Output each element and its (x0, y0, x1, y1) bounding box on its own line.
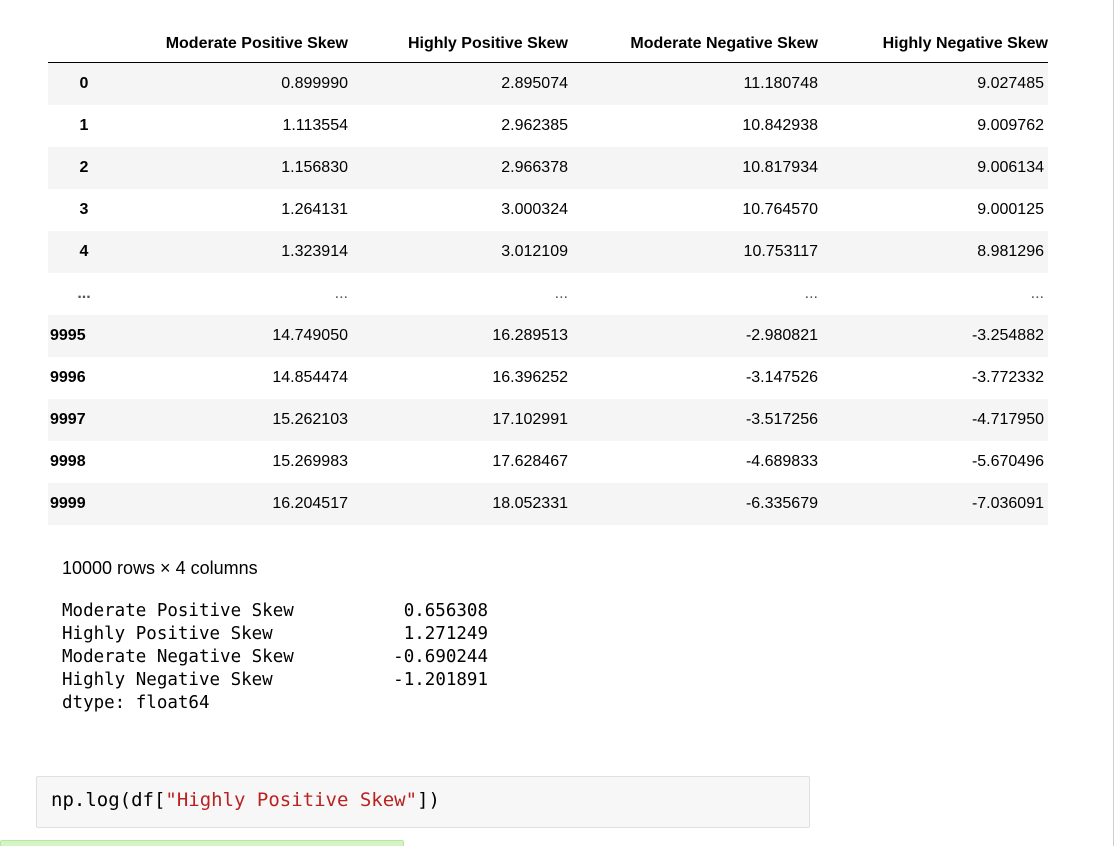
table-cell: 17.102991 (492, 411, 568, 428)
table-cell: -4.717950 (971, 411, 1044, 428)
table-cell: 8.981296 (977, 243, 1044, 260)
table-cell: 16.396252 (492, 369, 568, 386)
column-header: Highly Negative Skew (818, 26, 1048, 63)
index-header (48, 26, 120, 63)
table-cell: 14.854474 (272, 369, 348, 386)
table-cell: 14.749050 (272, 327, 348, 344)
code-line[interactable]: np.log(df["Highly Positive Skew"]) (51, 789, 440, 811)
table-cell: ... (334, 285, 348, 302)
row-index: 3 (79, 201, 89, 218)
table-cell: 17.628467 (492, 453, 568, 470)
series-value: -0.690244 (393, 647, 488, 667)
series-label: Moderate Positive Skew (62, 601, 294, 621)
table-cell: ... (1030, 285, 1044, 302)
series-label: Highly Positive Skew (62, 624, 273, 644)
row-index: 9996 (50, 369, 86, 386)
table-cell: 10.753117 (743, 243, 818, 260)
table-cell: -3.147526 (745, 369, 818, 386)
table-row: 3 1.264131 3.000324 10.764570 9.000125 (48, 189, 1048, 231)
table-row: 2 1.156830 2.966378 10.817934 9.006134 (48, 147, 1048, 189)
table-cell: -3.772332 (971, 369, 1044, 386)
row-index: 0 (79, 75, 89, 92)
table-cell: 3.000324 (501, 201, 568, 218)
table-cell: 10.817934 (742, 159, 818, 176)
code-string: "Highly Positive Skew" (165, 789, 418, 811)
table-cell: 9.009762 (977, 117, 1044, 134)
running-indicator (0, 840, 404, 846)
row-index: ... (77, 285, 91, 302)
table-cell: 1.264131 (281, 201, 348, 218)
table-cell: -6.335679 (745, 495, 818, 512)
table-cell: 18.052331 (492, 495, 568, 512)
table-row: 1 1.113554 2.962385 10.842938 9.009762 (48, 105, 1048, 147)
table-cell: 16.204517 (272, 495, 348, 512)
dataframe-shape: 10000 rows × 4 columns (62, 558, 258, 578)
table-cell: ... (554, 285, 568, 302)
table-cell: -2.980821 (745, 327, 818, 344)
table-cell: -5.670496 (971, 453, 1044, 470)
series-line: Highly Positive Skew 1.271249 (62, 623, 488, 646)
series-line: Moderate Positive Skew 0.656308 (62, 600, 488, 623)
series-value: 1.271249 (403, 624, 488, 644)
table-cell: 15.262103 (272, 411, 348, 428)
table-row: 9999 16.204517 18.052331 -6.335679 -7.036091 (48, 483, 1048, 525)
row-index: 9995 (50, 327, 86, 344)
dataframe-table: Moderate Positive Skew Highly Positive S… (48, 26, 1048, 525)
series-line: Moderate Negative Skew -0.690244 (62, 646, 488, 669)
table-cell: -7.036091 (971, 495, 1044, 512)
table-cell: 1.113554 (282, 117, 348, 134)
table-cell: -3.254882 (971, 327, 1044, 344)
table-row: ............... (48, 273, 1048, 315)
series-label: Highly Negative Skew (62, 670, 273, 690)
table-cell: 9.000125 (977, 201, 1044, 218)
table-cell: 9.006134 (977, 159, 1044, 176)
table-cell: 10.764570 (742, 201, 818, 218)
table-cell: 10.842938 (742, 117, 818, 134)
column-header: Highly Positive Skew (348, 26, 568, 63)
table-header-row: Moderate Positive Skew Highly Positive S… (48, 26, 1048, 63)
row-index: 1 (79, 117, 89, 134)
column-header: Moderate Negative Skew (568, 26, 818, 63)
series-output: Moderate Positive Skew 0.656308 Highly Pos… (62, 600, 488, 715)
table-cell: 3.012109 (501, 243, 568, 260)
table-row: 9997 15.262103 17.102991 -3.517256 -4.717950 (48, 399, 1048, 441)
row-index: 4 (79, 243, 89, 260)
row-index: 9998 (50, 453, 86, 470)
table-cell: 2.962385 (501, 117, 568, 134)
table-body: 0 0.899990 2.895074 11.180748 9.027485 1 1.113… (48, 62, 1048, 525)
table-cell: 15.269983 (272, 453, 348, 470)
table-cell: 0.899990 (281, 75, 348, 92)
code-text: ]) (417, 789, 440, 811)
series-line: Highly Negative Skew -1.201891 (62, 669, 488, 692)
table-cell: 11.180748 (743, 75, 818, 92)
dtype-line: dtype: float64 (62, 693, 210, 713)
table-cell: -3.517256 (745, 411, 818, 428)
dataframe-output: Moderate Positive Skew Highly Positive S… (48, 26, 1048, 525)
table-row: 4 1.323914 3.012109 10.753117 8.981296 (48, 231, 1048, 273)
row-index: 2 (79, 159, 89, 176)
code-text: np.log(df[ (51, 789, 166, 811)
table-row: 9996 14.854474 16.396252 -3.147526 -3.772332 (48, 357, 1048, 399)
series-value: 0.656308 (403, 601, 488, 621)
table-row: 9998 15.269983 17.628467 -4.689833 -5.670496 (48, 441, 1048, 483)
code-cell-input[interactable]: np.log(df["Highly Positive Skew"]) (36, 776, 810, 828)
row-index: 9999 (50, 495, 86, 512)
series-value: -1.201891 (393, 670, 488, 690)
table-cell: 9.027485 (977, 75, 1044, 92)
table-cell: 1.323914 (281, 243, 348, 260)
table-cell: 1.156830 (281, 159, 348, 176)
column-header: Moderate Positive Skew (120, 26, 348, 63)
table-cell: ... (804, 285, 818, 302)
table-cell: -4.689833 (745, 453, 818, 470)
table-cell: 2.966378 (501, 159, 568, 176)
table-cell: 2.895074 (501, 75, 568, 92)
table-row: 9995 14.749050 16.289513 -2.980821 -3.254882 (48, 315, 1048, 357)
table-cell: 16.289513 (492, 327, 568, 344)
row-index: 9997 (50, 411, 86, 428)
table-row: 0 0.899990 2.895074 11.180748 9.027485 (48, 62, 1048, 105)
series-label: Moderate Negative Skew (62, 647, 294, 667)
